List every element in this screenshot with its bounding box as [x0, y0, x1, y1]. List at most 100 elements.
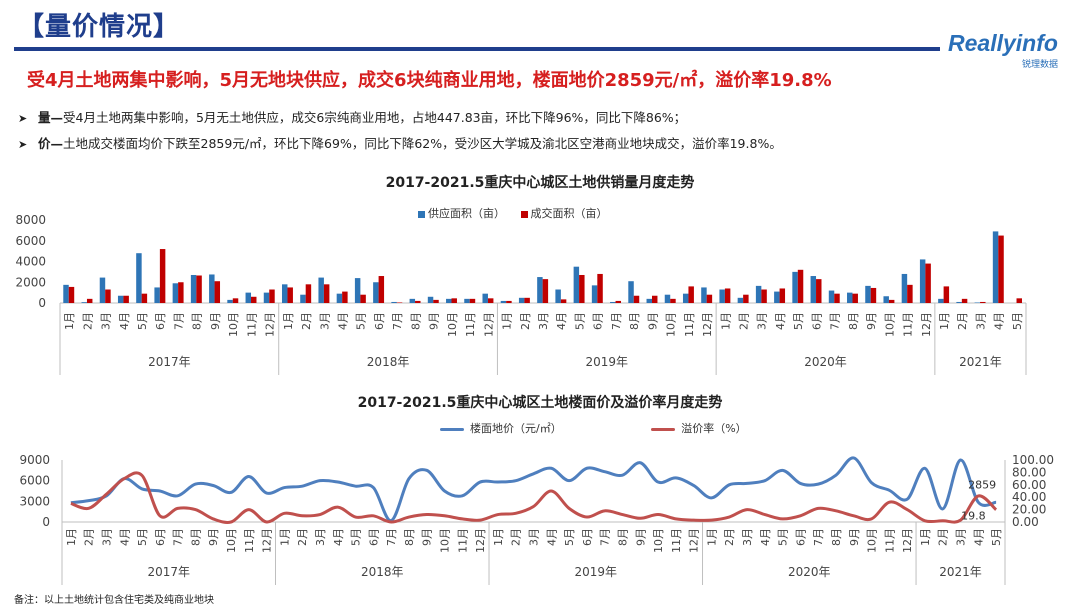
year-label: 2019年	[586, 355, 629, 369]
month-tick-label: 9月	[421, 528, 434, 546]
month-tick-label: 5月	[350, 528, 363, 546]
deal-bar	[597, 273, 603, 303]
month-tick-label: 9月	[848, 528, 861, 546]
deal-bar	[651, 295, 658, 303]
supply-bar	[136, 253, 142, 303]
deal-bar	[342, 291, 348, 303]
month-tick-label: 5月	[136, 312, 149, 330]
supply-bar	[427, 296, 434, 303]
supply-bar	[610, 301, 616, 303]
supply-bar	[227, 299, 233, 303]
chart1-legend: 供应面积（亩） 成交面积（亩）	[418, 205, 608, 221]
month-tick-label: 2月	[737, 312, 750, 330]
supply-bar	[974, 302, 981, 303]
month-tick-label: 2月	[510, 528, 523, 546]
month-tick-label: 2月	[83, 528, 96, 546]
supply-bar	[865, 285, 871, 303]
deal-bar	[779, 288, 786, 303]
year-label: 2017年	[148, 355, 191, 369]
y-left-tick-label: 0	[42, 515, 50, 529]
deal-bar	[579, 274, 585, 303]
y-left-tick-label: 9000	[19, 453, 50, 467]
supply-bar	[537, 277, 543, 303]
deal-bar	[925, 263, 931, 303]
deal-bar	[724, 288, 731, 303]
month-tick-label: 5月	[777, 528, 790, 546]
headline: 受4月土地两集中影响，5月无地块供应，成交6块纯商业用地，楼面地价2859元/㎡…	[27, 70, 832, 91]
supply-bar	[992, 231, 999, 303]
y-left-tick-label: 3000	[19, 494, 50, 508]
legend-supply-swatch	[418, 210, 425, 218]
month-tick-label: 8月	[189, 528, 202, 546]
deal-bar	[232, 298, 239, 303]
supply-bar	[482, 293, 488, 303]
month-tick-label: 8月	[616, 528, 629, 546]
month-tick-label: 4月	[993, 312, 1006, 330]
y-right-tick-label: 100.00	[1012, 453, 1054, 467]
month-tick-label: 12月	[261, 528, 274, 553]
month-tick-label: 6月	[794, 528, 807, 546]
supply-bar	[883, 296, 889, 303]
bullet-price: ➤ 价—土地成交楼面均价下跌至2859元/㎡，环比下降69%，同比下降62%，受沙…	[18, 133, 782, 152]
supply-bar	[847, 292, 853, 303]
supply-bar	[391, 301, 397, 303]
month-tick-label: 3月	[100, 312, 113, 330]
legend-premium-line	[651, 427, 676, 431]
month-tick-label: 7月	[610, 312, 623, 330]
footnote: 备注：以上土地统计包含住宅类及纯商业地块	[14, 595, 214, 606]
month-tick-label: 3月	[318, 312, 331, 330]
year-label: 2020年	[788, 565, 831, 579]
deal-bar	[980, 301, 986, 303]
deal-bar	[797, 269, 804, 303]
month-tick-label: 7月	[385, 528, 398, 546]
premium-last-value-label: 19.8	[961, 510, 986, 523]
month-tick-label: 3月	[100, 528, 113, 546]
month-tick-label: 2月	[956, 312, 969, 330]
deal-bar	[287, 287, 293, 303]
supply-bar	[737, 297, 744, 303]
deal-bar	[396, 302, 403, 303]
supply-bar	[300, 294, 306, 303]
legend-supply: 供应面积（亩）	[428, 207, 505, 220]
deal-bar	[451, 298, 457, 303]
supply-bar	[99, 277, 106, 303]
month-tick-label: 11月	[456, 528, 469, 553]
month-tick-label: 6月	[373, 312, 386, 330]
bullet-arrow-icon: ➤	[18, 112, 28, 125]
chart1-title: 2017-2021.5重庆中心城区土地供销量月度走势	[385, 175, 695, 191]
supply-bar	[464, 298, 470, 303]
legend-deal-swatch	[520, 210, 528, 218]
deal-bar	[433, 299, 439, 303]
month-tick-label: 2月	[937, 528, 950, 546]
deal-bar	[560, 299, 567, 303]
month-tick-label: 2月	[723, 528, 736, 546]
supply-bar	[828, 290, 835, 303]
supply-bar	[646, 298, 652, 303]
month-tick-label: 12月	[264, 312, 277, 337]
month-tick-label: 1月	[501, 312, 514, 330]
month-tick-label: 2月	[519, 312, 532, 330]
supply-bar	[591, 285, 598, 303]
bullet-key: 价—	[38, 136, 64, 151]
supply-bar	[336, 293, 343, 303]
month-tick-label: 12月	[688, 528, 701, 553]
month-tick-label: 5月	[355, 312, 368, 330]
y-tick-label: 2000	[15, 275, 46, 289]
supply-bar	[281, 284, 288, 303]
month-tick-label: 2月	[296, 528, 309, 546]
deal-bar	[524, 297, 530, 303]
supply-bar	[154, 287, 160, 303]
month-tick-label: 8月	[830, 528, 843, 546]
month-tick-label: 4月	[118, 312, 131, 330]
deal-bar	[907, 284, 913, 303]
month-tick-label: 1月	[705, 528, 718, 546]
supply-bar	[701, 287, 707, 303]
y-right-tick-label: 80.00	[1012, 465, 1046, 479]
y-tick-label: 0	[38, 296, 46, 310]
legend-price: 楼面地价（元/㎡）	[470, 422, 562, 435]
month-tick-label: 12月	[901, 528, 914, 553]
bullet-key: 量—	[38, 110, 64, 125]
y-right-tick-label: 20.00	[1012, 503, 1046, 517]
month-tick-label: 4月	[972, 528, 985, 546]
month-tick-label: 10月	[446, 312, 459, 337]
